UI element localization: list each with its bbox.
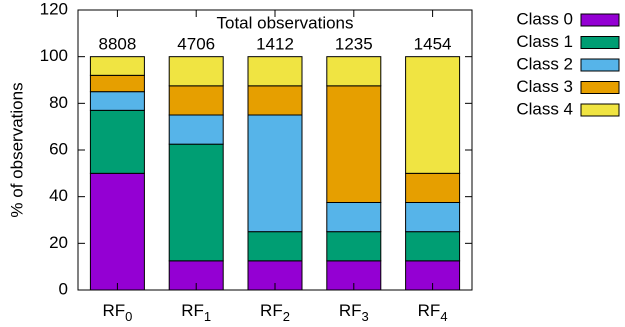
bar-segment (405, 202, 461, 233)
bar-segment (89, 91, 145, 111)
bar-segment (168, 114, 224, 145)
legend-label: Class 2 (516, 54, 573, 73)
legend-label: Class 0 (516, 9, 573, 28)
bar-segment (326, 85, 382, 203)
bar-segment (247, 56, 303, 87)
y-tick-label: 20 (49, 233, 68, 252)
total-label: 4706 (177, 34, 215, 53)
bar-segment (405, 231, 461, 262)
y-tick-label: 100 (40, 46, 68, 65)
legend-swatch (580, 58, 620, 72)
total-label: 1454 (414, 34, 452, 53)
bar-segment (247, 85, 303, 116)
bar-segment (168, 85, 224, 116)
plot-frame (77, 9, 473, 291)
y-tick-label: 0 (59, 279, 68, 298)
bar-segment (326, 231, 382, 262)
legend-swatch (580, 13, 620, 27)
bar-segment (168, 56, 224, 87)
x-tick-label: RF1 (181, 301, 211, 324)
x-tick-label: RF0 (102, 301, 132, 324)
bar-segment (247, 231, 303, 262)
total-label: 8808 (98, 34, 136, 53)
x-tick-label: RF2 (260, 301, 290, 324)
bar-segment (89, 74, 145, 93)
bar-segment (247, 114, 303, 233)
bar-segment (326, 202, 382, 233)
y-tick-label: 40 (49, 186, 68, 205)
annotation: Total observations (216, 13, 353, 32)
y-tick-label: 60 (49, 139, 68, 158)
total-label: 1412 (256, 34, 294, 53)
y-axis-label: % of observations (7, 82, 26, 217)
bar-segment (405, 56, 461, 174)
bar-segment (89, 56, 145, 76)
bar-segment (168, 143, 224, 262)
legend-swatch (580, 36, 620, 49)
legend-label: Class 1 (516, 32, 573, 51)
legend-label: Class 4 (516, 99, 573, 118)
total-label: 1235 (335, 34, 373, 53)
bar-segment (89, 172, 145, 291)
bar-segment (405, 172, 461, 203)
legend-swatch (580, 103, 620, 117)
x-tick-label: RF3 (339, 301, 369, 324)
bar-segment (89, 109, 145, 174)
legend-swatch (580, 81, 620, 94)
x-tick-label: RF4 (418, 301, 448, 324)
bar-segment (326, 56, 382, 87)
y-tick-label: 120 (40, 0, 68, 18)
y-tick-label: 80 (49, 93, 68, 112)
legend-label: Class 3 (516, 77, 573, 96)
